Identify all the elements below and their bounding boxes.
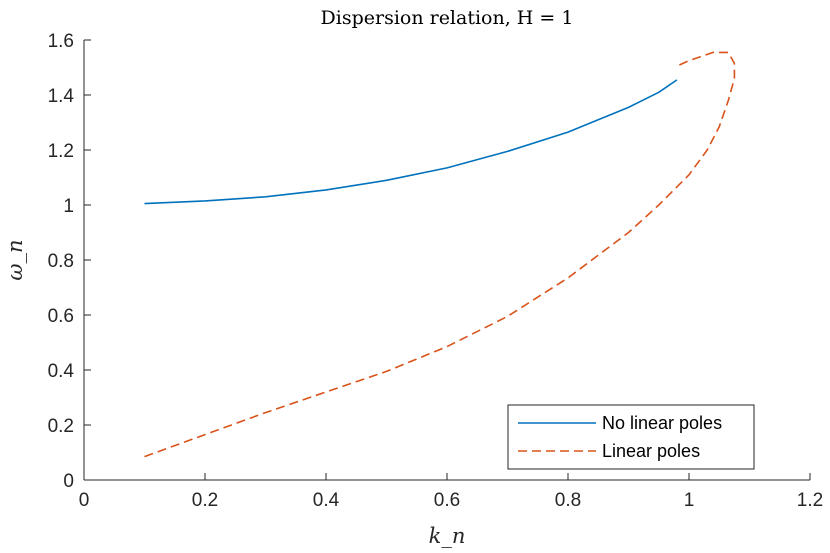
legend: No linear poles Linear poles: [507, 404, 755, 470]
legend-label-0: No linear poles: [602, 413, 722, 433]
y-axis-label: ω_n: [3, 239, 27, 280]
y-tick-label: 0.4: [48, 361, 75, 382]
x-tick-label: 1: [684, 490, 695, 511]
x-tick-label: 0: [79, 490, 90, 511]
y-tick-label: 0.8: [48, 251, 74, 272]
series-line-0: [144, 79, 678, 205]
y-tick-label: 1.4: [48, 86, 75, 107]
legend-label-1: Linear poles: [602, 441, 700, 461]
chart-title: Dispersion relation, H = 1: [321, 7, 574, 29]
y-tick-label: 0: [63, 471, 74, 492]
y-tick-label: 1: [63, 196, 74, 217]
y-tick-label: 0.2: [48, 416, 74, 437]
series-layer: [144, 51, 736, 458]
x-tick-label: 0.4: [313, 490, 340, 511]
y-tick-label: 1.2: [48, 141, 74, 162]
x-tick-label: 0.2: [192, 490, 218, 511]
series-line-1: [144, 51, 736, 458]
y-tick-label: 1.6: [48, 31, 74, 52]
x-tick-label: 0.6: [434, 490, 460, 511]
x-tick-label: 0.8: [555, 490, 581, 511]
x-tick-label: 1.2: [797, 490, 823, 511]
legend-box: [507, 404, 755, 470]
y-tick-label: 0.6: [48, 306, 74, 327]
axes-layer: 0 0.2 0.4 0.6 0.8 1 1.2 0 0.2 0.4 0.6 0.8 1 1.2 1.4 1.6: [48, 31, 824, 511]
x-axis-label: k_n: [429, 524, 466, 548]
